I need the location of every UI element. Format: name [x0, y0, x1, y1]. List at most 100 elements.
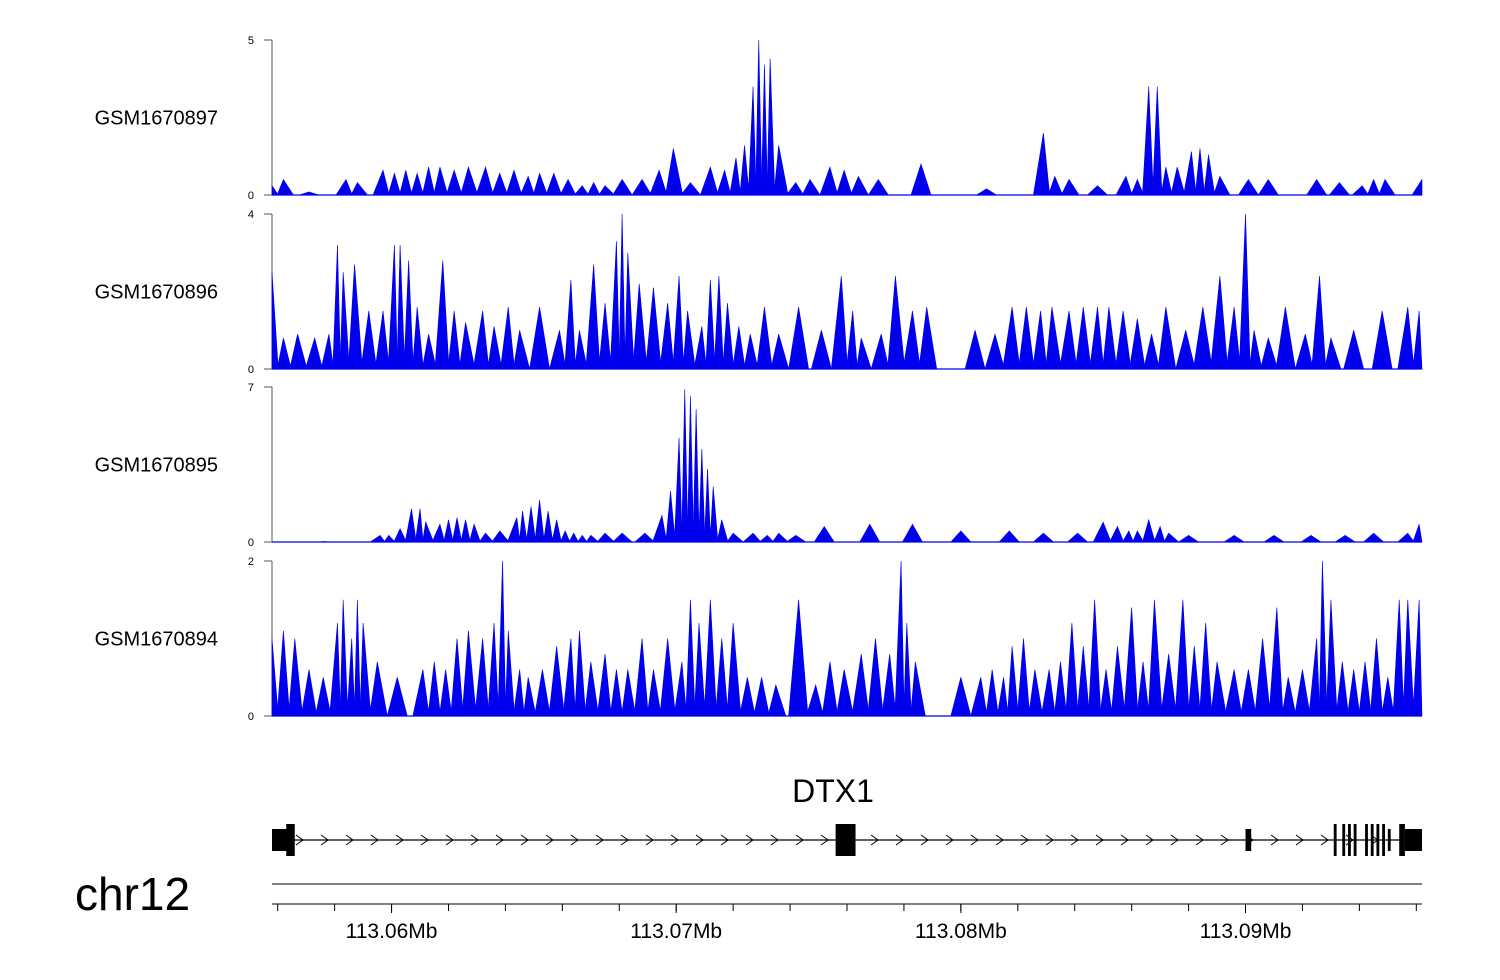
- coverage-peak: [1378, 178, 1396, 196]
- strand-arrow: [795, 834, 804, 846]
- y-tick-label: 0: [248, 711, 254, 723]
- strand-arrow: [370, 834, 379, 846]
- coverage-peak: [339, 272, 350, 370]
- coverage-peak: [739, 145, 750, 196]
- coverage-peak: [548, 646, 565, 717]
- gene-exon: [835, 824, 856, 856]
- coverage-peak: [732, 326, 746, 370]
- coverage-track-GSM1670894: GSM1670894 2 0: [95, 556, 1423, 723]
- coverage-peak: [1351, 185, 1370, 196]
- coverage-peak: [519, 175, 535, 196]
- coverage-peak: [460, 166, 479, 196]
- coverage-peak: [1123, 607, 1139, 717]
- coverage-peak: [692, 409, 700, 543]
- y-tick-label: 0: [248, 364, 254, 376]
- coverage-peak: [652, 514, 668, 543]
- coverage-peak: [1183, 151, 1197, 196]
- coverage-peak: [1325, 599, 1338, 717]
- coverage-peak: [621, 669, 636, 717]
- coverage-peak: [850, 175, 869, 196]
- coverage-peak: [659, 638, 676, 717]
- coverage-peak: [771, 532, 789, 543]
- coverage-peak: [693, 622, 706, 717]
- coverage-peak: [576, 534, 588, 543]
- coverage-peak: [761, 64, 768, 196]
- coverage-peak: [609, 669, 624, 717]
- coverage-peak: [704, 468, 711, 543]
- coverage-peak: [421, 167, 436, 196]
- coverage-peak: [851, 653, 870, 717]
- strand-arrow: [570, 834, 579, 846]
- coverage-peak: [478, 532, 494, 543]
- coverage-peak: [894, 560, 905, 717]
- chromosome-label: chr12: [75, 868, 190, 920]
- coverage-peak: [386, 677, 408, 717]
- coverage-peak: [887, 275, 906, 370]
- coverage-peak: [729, 157, 742, 196]
- strand-arrow: [1070, 834, 1079, 846]
- coverage-peak: [1294, 669, 1311, 717]
- coverage-peak: [525, 506, 537, 543]
- coverage-peak: [1371, 310, 1393, 370]
- coverage-peak: [1089, 306, 1105, 370]
- coverage-peak: [1294, 334, 1314, 370]
- coverage-peak: [682, 310, 696, 370]
- coverage-peak: [434, 260, 450, 370]
- coverage-peak: [758, 534, 775, 543]
- coverage-peak: [753, 677, 770, 717]
- coverage-peak: [445, 169, 463, 196]
- coverage-peak: [574, 630, 587, 717]
- coverage-peak: [543, 510, 554, 543]
- coverage-peak: [304, 336, 323, 370]
- coverage-peak: [1099, 669, 1113, 717]
- coverage-peak: [964, 330, 986, 370]
- coverage-peak: [350, 182, 369, 196]
- coverage-peak: [672, 275, 685, 370]
- coverage-peak: [403, 260, 414, 370]
- coverage-peak: [1060, 178, 1080, 196]
- strand-arrow: [595, 834, 604, 846]
- coverage-peak: [1115, 175, 1133, 196]
- coverage-peak: [1160, 167, 1173, 196]
- coverage-peak: [755, 39, 763, 196]
- track-label: GSM1670897: [95, 108, 218, 130]
- coverage-peak: [867, 638, 884, 717]
- coverage-peak: [1193, 306, 1213, 370]
- coverage-peak: [1308, 638, 1321, 717]
- coverage-peak: [687, 395, 694, 543]
- coverage-peak: [469, 523, 481, 543]
- coverage-peak: [1412, 524, 1423, 543]
- coverage-peak: [1007, 646, 1019, 717]
- strand-arrow: [1145, 834, 1154, 846]
- strand-arrow: [1170, 834, 1179, 846]
- gene-exon: [1370, 824, 1374, 856]
- coverage-peak: [443, 519, 454, 543]
- strand-arrow: [1220, 834, 1229, 846]
- coverage-peak: [739, 677, 756, 717]
- coverage-peak: [549, 330, 567, 370]
- coverage-peak: [1143, 334, 1160, 370]
- coverage-peak: [1249, 330, 1263, 370]
- coverage-peak: [347, 264, 363, 370]
- strand-arrow: [995, 834, 1004, 846]
- coverage-peak: [421, 334, 437, 370]
- coverage-peak: [346, 638, 356, 717]
- strand-arrow: [420, 834, 429, 846]
- coverage-peak: [767, 683, 787, 717]
- coverage-peak: [427, 661, 441, 717]
- coverage-peak: [609, 241, 620, 370]
- coverage-peak: [1328, 182, 1351, 196]
- strand-arrow: [645, 834, 654, 846]
- coverage-peak: [487, 326, 503, 370]
- coverage-peak: [742, 532, 762, 543]
- coverage-peak: [698, 448, 706, 543]
- coverage-peak: [1152, 86, 1163, 196]
- y-tick-label: 7: [248, 382, 254, 394]
- track-label: GSM1670896: [95, 282, 218, 304]
- track-label: GSM1670894: [95, 629, 218, 651]
- coverage-peak: [902, 310, 921, 370]
- coverage-peak: [1366, 178, 1381, 196]
- coverage-peak: [505, 169, 523, 196]
- coverage-peak: [1142, 86, 1154, 196]
- coverage-peak: [596, 653, 612, 717]
